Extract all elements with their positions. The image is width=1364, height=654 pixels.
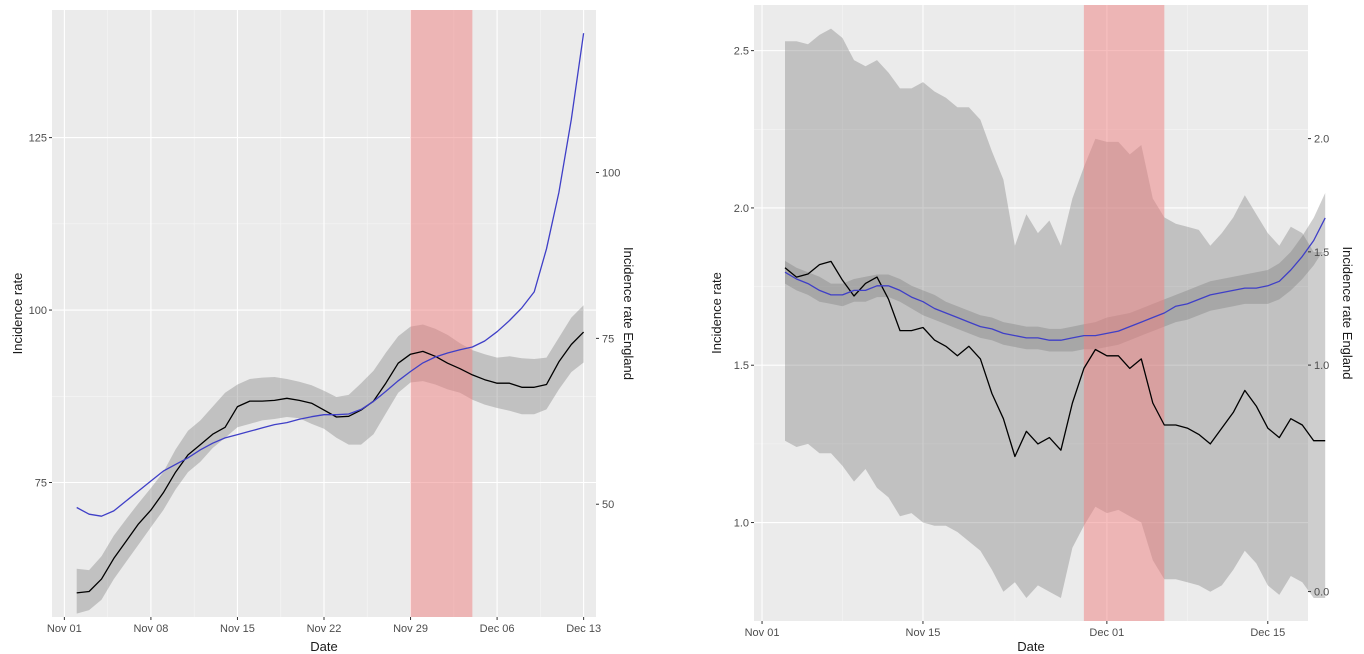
y2-axis-title: Incidence rate England <box>621 247 636 380</box>
plot-background <box>754 5 1308 621</box>
x-tick-label: Dec 01 <box>1089 627 1124 639</box>
series-line-1 <box>784 217 1326 341</box>
y-tick-label: 2.5 <box>734 46 749 58</box>
y2-axis-title: Incidence rate England <box>1340 247 1355 380</box>
y-tick-label: 1.0 <box>734 518 749 530</box>
confidence-band-1 <box>785 193 1326 352</box>
y-tick-label: 2.0 <box>734 203 749 215</box>
x-tick-label: Dec 06 <box>480 623 515 635</box>
x-tick-label: Nov 22 <box>307 623 342 635</box>
x-tick-label: Nov 29 <box>393 623 428 635</box>
x-tick-label: Nov 01 <box>745 627 780 639</box>
y-tick-label: 1.5 <box>734 360 749 372</box>
y-axis-title: Incidence rate <box>10 273 25 355</box>
series-line-1 <box>76 33 585 517</box>
right-chart-panel: Nov 01 Nov 15 Dec 01 Dec 15 1.0 1.5 2.0 2.5 0.0 1… <box>709 5 1355 654</box>
highlight-period-band <box>1083 5 1165 621</box>
x-tick-label: Nov 15 <box>906 627 941 639</box>
left-chart-panel: Nov 01 Nov 08 Nov 15 Nov 22 Nov 29 Dec 06 Dec … <box>10 10 636 654</box>
confidence-band-0 <box>785 28 1326 599</box>
x-tick-label: Nov 15 <box>220 623 255 635</box>
y2-tick-label: 50 <box>602 499 614 511</box>
x-tick-label: Nov 01 <box>47 623 82 635</box>
series-line-0 <box>784 260 1326 458</box>
y2-tick-label: 75 <box>602 333 614 345</box>
x-tick-label: Dec 13 <box>566 623 601 635</box>
y-axis-title: Incidence rate <box>709 272 724 354</box>
y-tick-label: 125 <box>29 133 47 145</box>
y2-tick-label: 0.0 <box>1314 587 1329 599</box>
x-axis-title: Date <box>310 639 337 654</box>
y2-tick-label: 2.0 <box>1314 134 1329 146</box>
y2-tick-label: 100 <box>602 168 620 180</box>
y2-tick-label: 1.0 <box>1314 360 1329 372</box>
series-line-0 <box>76 331 585 594</box>
y2-tick-label: 1.5 <box>1314 247 1329 259</box>
x-tick-label: Dec 15 <box>1250 627 1285 639</box>
y-tick-label: 100 <box>29 305 47 317</box>
x-axis-title: Date <box>1017 639 1044 654</box>
y-tick-label: 75 <box>35 477 47 489</box>
x-tick-label: Nov 08 <box>133 623 168 635</box>
highlight-period-band <box>410 10 473 617</box>
